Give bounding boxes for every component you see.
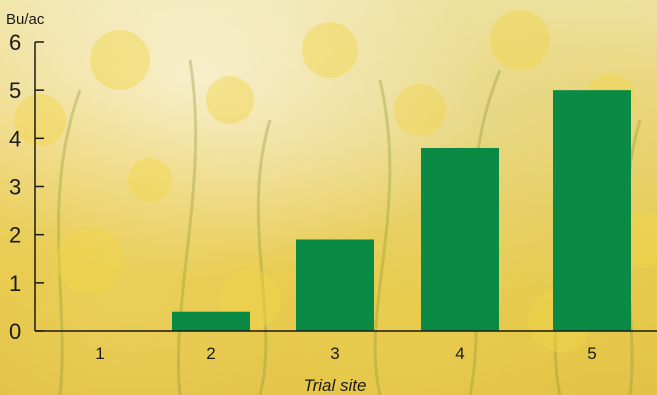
x-tick-label: 5 [587,344,596,363]
y-tick-label: 1 [9,271,21,296]
bar-site-2 [172,311,250,331]
bar-site-5 [553,90,631,332]
y-tick-label: 4 [9,126,21,151]
x-tick-label: 1 [95,344,104,363]
x-tick-label: 2 [206,344,215,363]
bar-site-4 [421,147,499,331]
x-axis-title: Trial site [304,376,367,395]
x-tick-label: 3 [330,344,339,363]
x-tick-label: 4 [455,344,464,363]
y-tick-label: 6 [9,30,21,55]
y-tick-label: 2 [9,223,21,248]
bar-site-3 [296,239,374,331]
y-tick-label: 0 [9,319,21,344]
y-tick-label: 3 [9,175,21,200]
y-axis-unit-label: Bu/ac [6,11,45,28]
y-tick-label: 5 [9,78,21,103]
